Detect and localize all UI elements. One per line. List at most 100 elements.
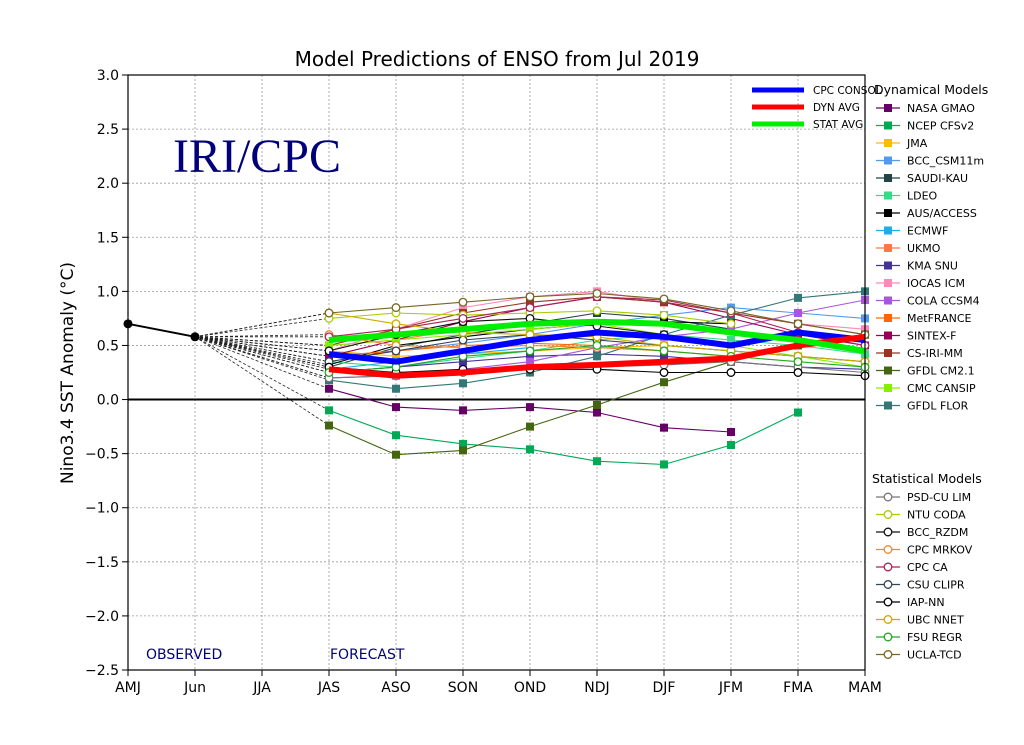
y-tick-label: 1.5 (97, 230, 119, 246)
data-point (392, 431, 400, 440)
legend-label: NASA GMAO (907, 102, 975, 115)
dynamical-models-legend-title: Dynamical Models (874, 82, 988, 97)
x-tick-label-jun: Jun (183, 680, 206, 696)
data-point (526, 325, 534, 334)
connector-line (194, 336, 330, 381)
data-point (325, 421, 333, 430)
observed-point (190, 332, 200, 342)
data-point (593, 408, 601, 417)
statistical-legend: PSD-CU LIM NTU CODA BCC_RZDM CPC MRKOV CPC C… (876, 491, 973, 662)
data-point (392, 384, 400, 393)
data-point (794, 408, 802, 417)
legend-swatch-marker (883, 492, 893, 502)
legend-label: SINTEX-F (907, 330, 956, 343)
legend-swatch-marker (884, 121, 892, 130)
data-point (525, 292, 535, 302)
series-fsu-regr (324, 341, 870, 377)
forecast-label: FORECAST (330, 647, 405, 663)
observed-label: OBSERVED (146, 647, 222, 663)
data-point (459, 446, 467, 455)
legend-label: GFDL CM2.1 (907, 365, 975, 378)
legend-label: PSD-CU LIM (907, 491, 971, 504)
legend-swatch-marker (884, 349, 892, 357)
consensus-dyn-avg (328, 333, 866, 379)
data-point (660, 460, 668, 469)
legend-label: STAT AVG (813, 119, 863, 131)
data-point (726, 319, 736, 329)
y-tick-label: −1.0 (85, 501, 119, 517)
x-tick-label-amj: AMJ (115, 680, 141, 696)
dynamical-legend: NASA GMAO NCEP CFSv2 JMA BCC_CSM11m SAUDI-KA… (876, 102, 984, 413)
data-point (526, 298, 534, 307)
legend-swatch-marker (884, 261, 892, 270)
series-ncep-cfsv2 (325, 406, 802, 469)
forecast-connectors (194, 312, 330, 426)
data-point (458, 297, 468, 307)
legend-swatch-marker (884, 226, 892, 235)
data-point (793, 357, 803, 367)
legend-swatch-marker (884, 209, 892, 217)
data-point (458, 313, 468, 323)
connector-line (194, 318, 330, 338)
data-point (459, 303, 467, 312)
data-point (593, 352, 601, 361)
data-point (391, 346, 401, 356)
x-tick-label-jfm: JFM (718, 680, 743, 696)
legend-label: MetFRANCE (907, 312, 972, 325)
connector-line (194, 336, 330, 368)
legend-swatch-marker (884, 279, 892, 287)
connector-line (194, 312, 330, 338)
x-tick-label-aso: ASO (381, 680, 410, 696)
data-point (525, 303, 535, 313)
y-axis-label: Nino3.4 SST Anomaly (°C) (58, 262, 78, 484)
legend-swatch-marker (884, 244, 892, 252)
connector-line (194, 336, 330, 346)
consensus-stat-avg (328, 318, 866, 354)
legend-label: ECMWF (907, 225, 948, 238)
series-line (328, 344, 665, 357)
observed-series (123, 319, 200, 342)
data-point (392, 336, 400, 345)
series-line (328, 409, 799, 466)
legend-label: FSU REGR (907, 631, 963, 644)
legend-swatch-marker (884, 174, 892, 182)
data-point (324, 308, 334, 318)
y-tick-label: 1.0 (97, 284, 119, 300)
data-point (526, 403, 534, 412)
legend-label: UBC NNET (907, 614, 964, 627)
data-point (526, 357, 534, 366)
legend-label: GFDL FLOR (907, 400, 969, 413)
x-tick-label-jas: JAS (317, 680, 340, 696)
legend-label: CPC CA (907, 561, 948, 574)
legend-label: BCC_RZDM (907, 526, 968, 539)
data-point (660, 423, 668, 432)
data-point (459, 439, 467, 448)
plot-frame (127, 74, 866, 671)
data-point (526, 445, 534, 454)
legend-label: NTU CODA (907, 509, 966, 522)
data-point (325, 406, 333, 415)
observed-line (127, 322, 196, 338)
x-tick-label-son: SON (448, 680, 478, 696)
legend-label: IAP-NN (907, 596, 945, 609)
data-point (727, 336, 735, 345)
data-point (459, 379, 467, 388)
x-tick-label-jja: JJA (252, 680, 271, 696)
connector-line (194, 336, 330, 373)
connector-line (194, 336, 330, 357)
x-tick-label-fma: FMA (783, 680, 813, 696)
legend-label: JMA (906, 137, 928, 150)
data-point (794, 309, 802, 317)
data-point (392, 352, 400, 361)
data-point (659, 310, 669, 320)
legend-swatch-marker (884, 401, 892, 410)
connector-line (194, 336, 330, 352)
legend-label: UKMO (907, 242, 941, 255)
legend-swatch-marker (883, 632, 893, 642)
y-tick-label: −2.0 (85, 609, 119, 625)
y-tick-label: 2.0 (97, 176, 119, 192)
legend-label: CMC CANSIP (907, 382, 976, 395)
legend-swatch-marker (884, 139, 892, 147)
data-point (727, 428, 735, 436)
